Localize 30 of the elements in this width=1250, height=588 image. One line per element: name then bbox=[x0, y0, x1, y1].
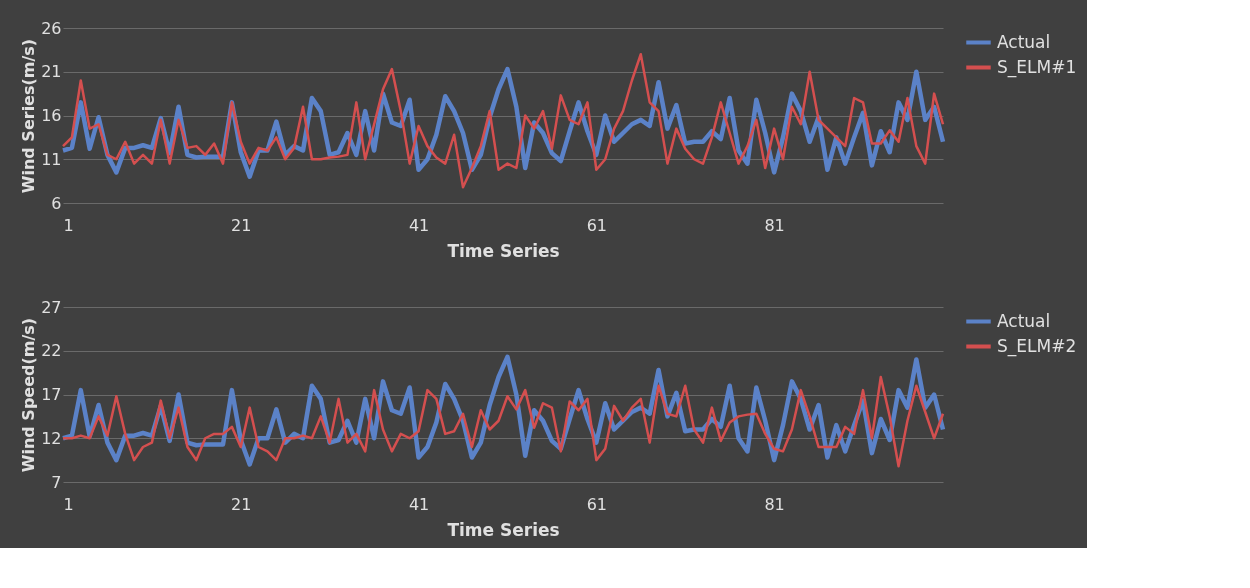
y-tick-label: 17 bbox=[41, 385, 62, 404]
x-axis-title: Time Series bbox=[447, 519, 560, 540]
y-axis-title: Wind Series(m/s) bbox=[19, 38, 39, 194]
y-tick-label: 16 bbox=[41, 106, 62, 125]
legend-label: S_ELM#1 bbox=[997, 56, 1077, 78]
y-tick-label: 12 bbox=[41, 428, 62, 448]
legend-label: Actual bbox=[997, 31, 1051, 52]
x-axis-title: Time Series bbox=[447, 240, 560, 261]
x-tick-label: 81 bbox=[764, 215, 785, 235]
x-tick-label: 21 bbox=[231, 215, 252, 235]
line-series bbox=[61, 53, 945, 189]
x-tick-label: 1 bbox=[63, 494, 74, 514]
x-tick-label: 1 bbox=[63, 215, 74, 235]
x-tick-label: 21 bbox=[231, 494, 252, 514]
y-tick-label: 11 bbox=[41, 149, 62, 169]
line-series bbox=[61, 375, 945, 468]
x-tick-label: 41 bbox=[408, 494, 430, 514]
y-tick-label: 22 bbox=[41, 341, 62, 361]
y-tick-label: 7 bbox=[51, 472, 62, 492]
x-tick-label: 61 bbox=[586, 494, 608, 514]
y-tick-label: 21 bbox=[41, 62, 62, 82]
y-tick-label: 6 bbox=[51, 193, 62, 213]
y-axis-title: Wind Speed(m/s) bbox=[19, 317, 39, 473]
legend-label: S_ELM#2 bbox=[997, 335, 1077, 357]
x-tick-label: 81 bbox=[764, 494, 785, 514]
x-tick-label: 41 bbox=[408, 215, 430, 235]
y-tick-label: 26 bbox=[41, 18, 62, 38]
x-tick-label: 61 bbox=[586, 215, 608, 235]
y-tick-label: 27 bbox=[41, 297, 62, 317]
legend-label: Actual bbox=[997, 310, 1051, 331]
